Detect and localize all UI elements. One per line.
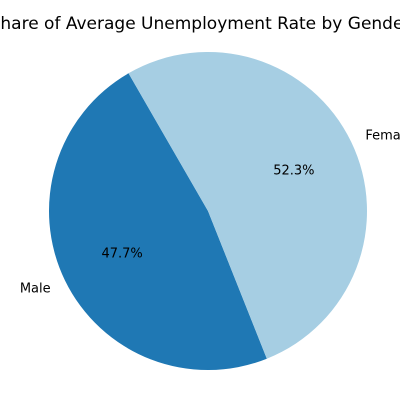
slice-label-male: Male bbox=[20, 281, 51, 296]
percent-label-male: 47.7% bbox=[101, 247, 142, 262]
pie-slice-female bbox=[128, 52, 367, 359]
chart-title: Share of Average Unemployment Rate by Ge… bbox=[0, 14, 400, 34]
pie-slice-male bbox=[48, 73, 267, 371]
pie-labels: Male 47.7% Female 52.3% bbox=[20, 129, 400, 297]
slice-label-female: Female bbox=[365, 129, 400, 144]
pie-slices bbox=[48, 52, 367, 371]
percent-label-female: 52.3% bbox=[273, 163, 314, 178]
